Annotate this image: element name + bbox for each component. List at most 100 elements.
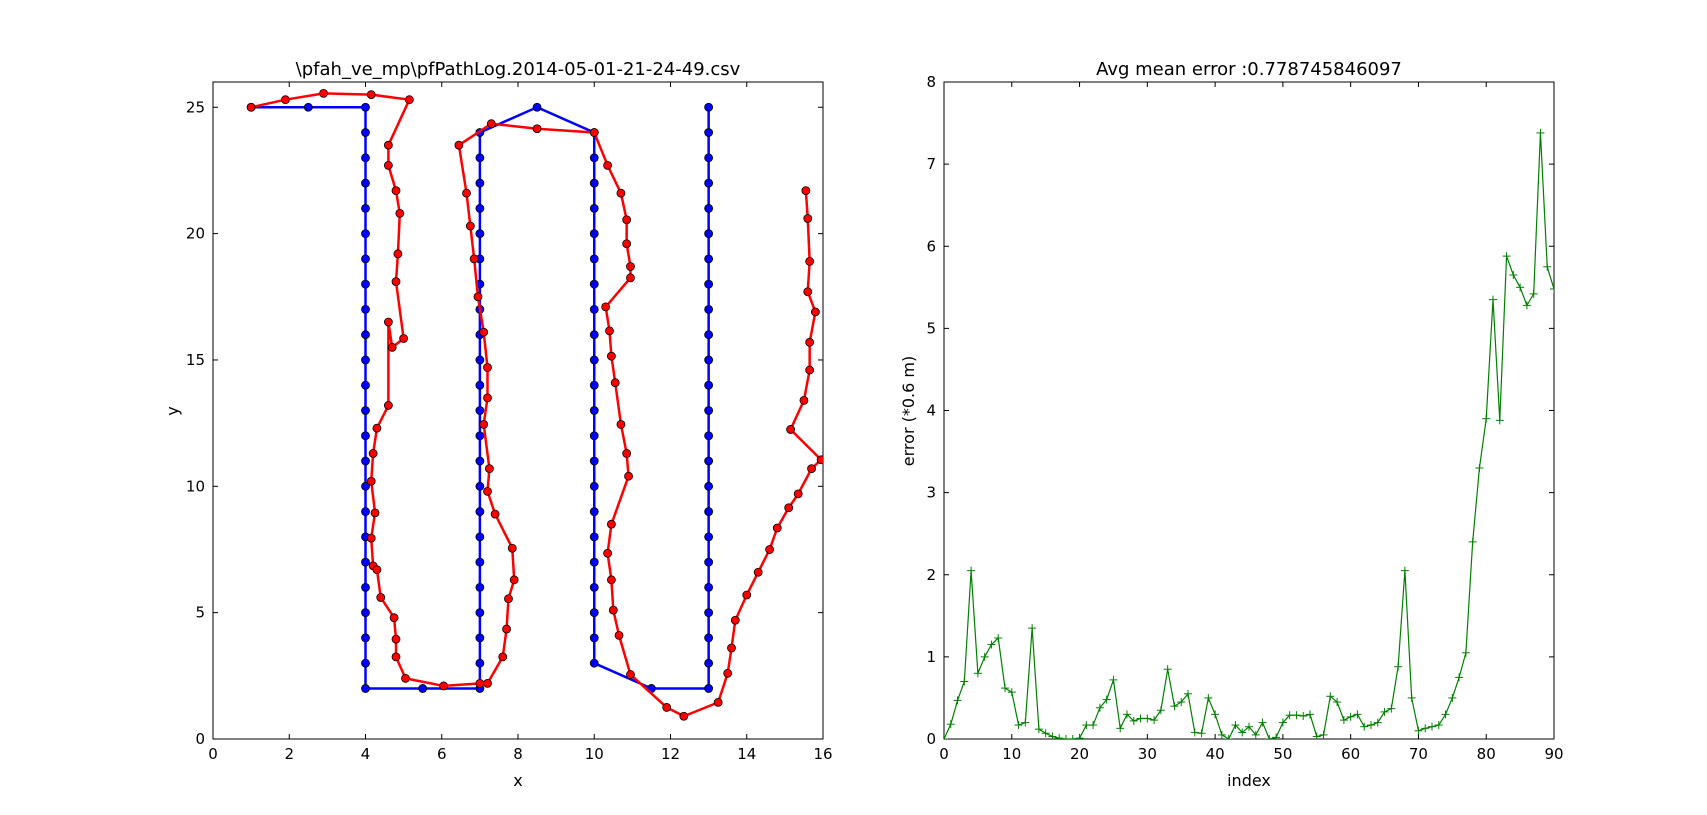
path-plot-point xyxy=(589,178,599,188)
path-plot-point xyxy=(475,532,485,542)
path-plot-series-1 xyxy=(246,88,823,721)
error-plot-ytick-label: 8 xyxy=(926,73,936,91)
path-plot-point xyxy=(704,481,714,491)
path-plot-point xyxy=(704,153,714,163)
error-plot-ytick-label: 6 xyxy=(926,237,936,255)
path-plot-point xyxy=(475,380,485,390)
path-plot-point xyxy=(730,615,740,625)
error-plot-series xyxy=(944,128,1554,739)
path-plot-point xyxy=(475,406,485,415)
path-plot-point xyxy=(361,406,370,415)
path-plot-point xyxy=(483,363,492,372)
error-plot-point xyxy=(1170,702,1179,711)
error-plot-point xyxy=(1082,721,1091,730)
error-plot-point xyxy=(1204,693,1213,702)
error-plot-point xyxy=(1129,716,1138,725)
path-plot-point xyxy=(361,658,370,668)
path-plot-point xyxy=(475,557,485,567)
path-plot-point xyxy=(589,608,599,618)
path-plot-point xyxy=(704,507,714,516)
path-plot-xtick-label: 8 xyxy=(513,745,523,763)
error-plot-point xyxy=(1475,463,1484,472)
path-plot-point xyxy=(704,633,714,643)
path-plot-point xyxy=(610,378,620,388)
error-plot-point xyxy=(1502,252,1511,261)
path-plot-point xyxy=(372,423,382,433)
error-plot-point xyxy=(1285,711,1294,720)
path-plot-point xyxy=(589,406,599,415)
path-plot-point xyxy=(704,355,714,365)
path-plot-point xyxy=(475,203,485,213)
path-plot-ytick-label: 5 xyxy=(195,604,205,622)
error-plot-point xyxy=(1062,735,1070,739)
path-plot-point xyxy=(801,186,811,196)
path-plot-point xyxy=(361,380,370,390)
path-plot-point xyxy=(772,523,782,533)
error-plot-point xyxy=(1482,414,1491,423)
path-plot-point xyxy=(368,449,378,458)
path-plot-point xyxy=(713,697,723,707)
path-plot-point xyxy=(507,543,517,553)
path-plot-xtick-label: 14 xyxy=(737,745,756,763)
error-plot-xtick-label: 60 xyxy=(1341,745,1360,763)
path-plot-xtick-label: 12 xyxy=(661,745,680,763)
error-plot-point xyxy=(1299,712,1308,721)
path-plot-xtick-label: 4 xyxy=(361,745,371,763)
path-plot-point xyxy=(704,431,714,441)
error-plot-point xyxy=(1116,724,1125,733)
error-plot-xtick-label: 70 xyxy=(1409,745,1428,763)
error-plot-point xyxy=(1448,693,1457,702)
path-plot-point xyxy=(246,102,256,112)
path-plot-point xyxy=(626,262,635,271)
path-plot-point xyxy=(704,128,714,137)
path-plot-point xyxy=(509,575,519,585)
error-plot-xtick-label: 30 xyxy=(1138,745,1157,763)
error-plot-point xyxy=(1529,289,1538,298)
path-plot-point xyxy=(589,330,599,340)
error-plot-point xyxy=(1455,673,1464,682)
path-plot-point xyxy=(361,582,370,592)
path-plot-point xyxy=(589,305,599,314)
path-plot-point xyxy=(361,355,370,365)
path-plot-point xyxy=(727,643,736,653)
path-plot-point xyxy=(391,634,401,644)
path-plot-point xyxy=(807,464,816,474)
error-plot-point xyxy=(1143,714,1152,723)
path-plot-point xyxy=(704,229,714,239)
path-plot-point xyxy=(389,613,399,623)
path-plot-point xyxy=(589,380,599,390)
path-plot-point xyxy=(607,519,616,529)
path-plot-point xyxy=(532,102,542,112)
path-plot-point xyxy=(361,557,370,567)
path-plot-point xyxy=(454,140,464,150)
path-plot-point xyxy=(361,128,370,137)
path-plot-frame xyxy=(212,81,824,740)
path-plot-point xyxy=(475,178,485,188)
path-plot-xtick-label: 16 xyxy=(813,745,832,763)
path-plot-point xyxy=(616,188,626,198)
error-plot-ytick-label: 5 xyxy=(926,319,936,337)
path-plot-point xyxy=(589,557,599,567)
error-plot-point xyxy=(1231,721,1240,730)
error-plot-point xyxy=(1373,718,1382,727)
error-plot-point xyxy=(1095,703,1104,712)
error-plot-point xyxy=(1326,692,1335,701)
error-plot-point xyxy=(1089,721,1098,730)
error-plot-ytick-label: 3 xyxy=(926,484,936,502)
path-plot-point xyxy=(483,486,492,496)
path-plot-point xyxy=(704,330,714,340)
path-plot-ytick-label: 10 xyxy=(186,477,205,495)
error-plot-point xyxy=(987,640,996,649)
path-plot-point xyxy=(704,456,714,466)
error-plot-point xyxy=(1245,722,1253,731)
path-plot-point xyxy=(704,532,714,542)
path-plot-point xyxy=(589,254,599,264)
path-plot-point xyxy=(589,658,599,668)
error-plot-point xyxy=(1421,724,1430,733)
path-plot-point xyxy=(589,153,599,163)
path-plot-point xyxy=(479,327,489,337)
error-plot-point xyxy=(1258,718,1267,727)
path-plot-series xyxy=(246,88,823,721)
error-plot-point xyxy=(1407,693,1416,702)
path-plot-point xyxy=(589,203,599,213)
